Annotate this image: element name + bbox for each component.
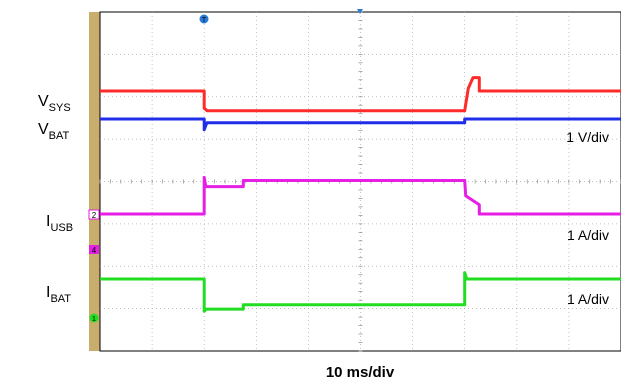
ch4-marker: 4 [89, 245, 99, 255]
channel-strip [89, 12, 100, 351]
x-axis-label: 10 ms/div [326, 364, 395, 381]
trace-vbat [100, 117, 621, 132]
svg-text:4: 4 [92, 246, 97, 255]
ibat-label: IBAT [46, 284, 71, 305]
trigger-position-marker [357, 9, 363, 14]
ch1-marker: 1 [89, 313, 99, 323]
trace-vsys [100, 76, 621, 113]
ibat-scale-label: 1 A/div [567, 291, 609, 307]
iusb-scale-label: 1 A/div [567, 227, 609, 243]
voltage-scale-label: 1 V/div [566, 129, 609, 145]
traces [100, 76, 621, 313]
svg-text:1: 1 [92, 316, 96, 323]
iusb-label: IUSB [46, 213, 73, 234]
trigger-marker: T [199, 14, 209, 24]
ch2-marker: 2 [88, 209, 100, 220]
vbat-label: VBAT [38, 121, 70, 142]
svg-text:T: T [202, 17, 207, 24]
grid [99, 11, 621, 352]
trace-ibat [100, 271, 621, 313]
trace-iusb [100, 175, 621, 216]
svg-text:2: 2 [92, 211, 97, 220]
vsys-label: VSYS [38, 93, 71, 114]
